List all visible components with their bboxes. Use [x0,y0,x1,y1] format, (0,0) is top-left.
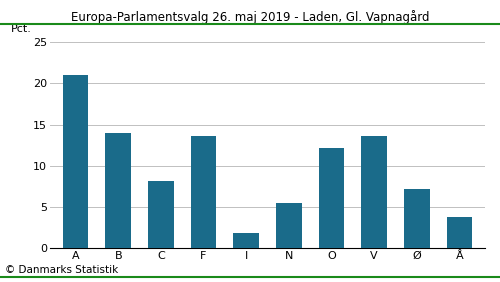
Bar [404,189,429,248]
Text: Pct.: Pct. [11,24,32,34]
Bar [63,75,88,248]
Bar [276,203,301,248]
Text: © Danmarks Statistik: © Danmarks Statistik [5,265,118,275]
Bar [190,136,216,248]
Bar [446,217,472,248]
Bar [148,181,174,248]
Bar [318,148,344,248]
Bar [362,136,387,248]
Bar [106,133,131,248]
Text: Europa-Parlamentsvalg 26. maj 2019 - Laden, Gl. Vapnagård: Europa-Parlamentsvalg 26. maj 2019 - Lad… [71,10,429,24]
Bar [234,233,259,248]
